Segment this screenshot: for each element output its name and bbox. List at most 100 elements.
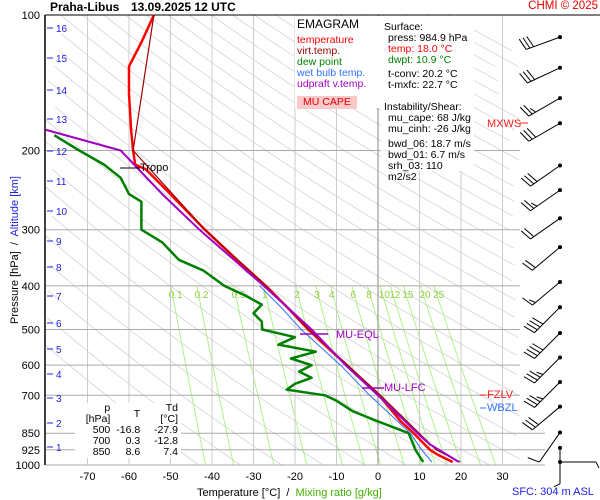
km-tick-label: 12 (56, 147, 68, 158)
wind-barb-staff (534, 381, 561, 408)
km-tick-label: 3 (56, 394, 62, 405)
legend-dew-point: dew point (297, 56, 342, 68)
mu-cape-label: MU CAPE (297, 96, 357, 109)
wind-barb-feather (523, 351, 535, 359)
mixing-ratio-label: 10 (379, 290, 391, 301)
km-tick-label: 16 (56, 24, 68, 35)
pressure-tick-label: 600 (22, 360, 40, 372)
dry-adiabat (81, 14, 516, 301)
mu-cape: mu_cape: 68 J/kg (388, 112, 471, 124)
mixing-ratio-label: 12 (389, 290, 401, 301)
mixing-ratio-label: 0.1 (169, 290, 183, 301)
wind-barb-feather (524, 199, 535, 209)
wind-barb-feather (523, 325, 535, 334)
km-tick-label: 11 (56, 177, 67, 188)
dry-adiabat (45, 235, 366, 466)
profile-udpraft-v-temp- (45, 128, 460, 463)
km-tick-label: 2 (56, 419, 62, 430)
wind-barb-staff (530, 217, 561, 240)
pressure-tick-label: 1000 (16, 460, 40, 472)
surface-elevation: SFC: 304 m ASL (512, 486, 594, 498)
instability-title: Instability/Shear: (384, 101, 462, 113)
pressure-tick-label: 100 (22, 10, 40, 22)
legend: EMAGRAM temperature virt.temp. dew point… (295, 16, 381, 109)
wind-barb-feather (532, 343, 544, 351)
wind-barb-feather (523, 104, 533, 115)
dry-adiabat (103, 14, 513, 282)
km-tick-label: 10 (56, 207, 68, 218)
wind-barb-feather (527, 457, 540, 463)
wind-barb-staff (534, 332, 561, 359)
wind-barb-feather (525, 260, 536, 269)
wind-barb-staff (532, 246, 561, 271)
wind-barb-feather (595, 461, 600, 469)
wind-barb-feather (526, 128, 537, 138)
km-tick-label: 9 (56, 237, 62, 248)
x-tick-label: -50 (163, 471, 179, 483)
wind-barb-feather (526, 323, 538, 331)
srh-03: srh_03: 110 m2/s2 (388, 160, 443, 183)
km-tick-label: 7 (56, 292, 62, 303)
pressure-tick-label: 700 (22, 390, 40, 402)
profile-dew-point (53, 134, 425, 463)
km-tick-label: 6 (56, 319, 62, 330)
legend-title: EMAGRAM (297, 17, 360, 31)
cell: -27.9 (154, 424, 178, 436)
km-tick-label: 13 (56, 115, 68, 126)
dry-adiabat (54, 65, 518, 376)
wind-barb-feather (529, 107, 537, 113)
pressure-tick-label: 500 (22, 325, 40, 337)
t-mxfc: t-mxfc: 22.7 °C (388, 79, 458, 91)
wind-barb-staff (532, 281, 561, 306)
wind-barb-feather (520, 177, 531, 187)
legend-virt-temp: virt.temp. (297, 45, 341, 57)
wind-barb-staff (534, 306, 561, 334)
bwd-06: bwd_06: 18.7 m/s (388, 138, 471, 150)
wind-barb-feather (522, 297, 533, 306)
table-header: p [hPa] (85, 402, 111, 425)
dry-adiabat (48, 290, 283, 466)
wind-barb-staff (528, 97, 561, 117)
km-tick-label: 8 (56, 263, 62, 274)
dry-adiabat (44, 185, 449, 466)
info-panel: Surface: press: 984.9 hPa temp: 18.0 °C … (381, 16, 474, 183)
mixing-ratio-label: 1 (262, 290, 268, 301)
wind-barb-feather (528, 417, 539, 426)
km-tick-label: 14 (56, 86, 68, 97)
mixing-ratio-label: 0.5 (232, 290, 246, 301)
wind-barb-feather (526, 36, 535, 48)
wind-barb-staff (534, 357, 561, 384)
profile-wet-bulb-temp- (259, 285, 433, 463)
wind-barb-feather (532, 317, 544, 325)
wbzl-label: WBZL (487, 402, 518, 414)
mixing-ratio-label: 4 (329, 290, 335, 301)
station-name: Praha-Libus (50, 0, 120, 14)
x-tick-label: 10 (413, 471, 425, 483)
wind-barb-feather (523, 400, 535, 408)
mu-cinh: mu_cinh: -26 J/kg (388, 123, 471, 135)
mxws-label: MXWS (487, 118, 522, 130)
mixing-ratio-line (433, 285, 497, 466)
datetime: 13.09.2025 12 UTC (131, 0, 236, 14)
x-tick-label: -20 (287, 471, 303, 483)
mu-eql-label: MU-EQL (336, 329, 379, 341)
tropopause-label: Tropo (140, 162, 169, 174)
table-row: 850 8.6 7.4 (75, 447, 181, 458)
wind-barb-feather (520, 202, 531, 212)
wind-barb-feather (522, 37, 531, 49)
dry-adiabat (60, 14, 516, 318)
pressure-tick-label: 925 (22, 445, 40, 457)
mixing-ratio-line (419, 285, 482, 466)
km-tick-label: 1 (56, 443, 62, 454)
dry-adiabat (44, 118, 517, 436)
legend-wet-bulb: wet bulb temp. (297, 67, 366, 79)
level-table: p [hPa] T Td [°C] 500 -16.8 -27.9 700 0.3 -12.… (75, 403, 181, 458)
wind-barb-feather (529, 299, 536, 304)
mixing-ratio-label: 20 (419, 290, 431, 301)
pressure-axis-label: Pressure [hPa] (9, 251, 21, 324)
cell: 8.6 (125, 446, 141, 458)
wind-barb-staff (530, 165, 561, 187)
wind-barb-feather (553, 483, 561, 488)
